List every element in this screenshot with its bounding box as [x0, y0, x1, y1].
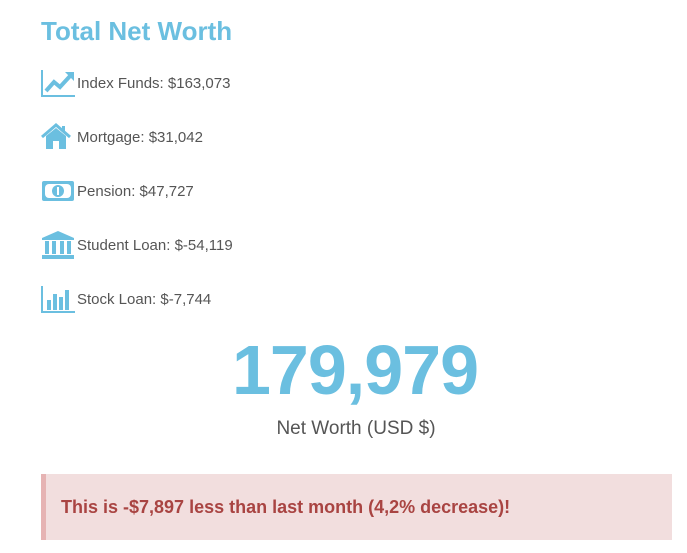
- item: Stock Loan: $-7,744: [41, 284, 211, 314]
- item: Mortgage: $31,042: [41, 122, 203, 152]
- title: Total Net Worth: [41, 16, 233, 46]
- item-label: Pension: $47,727: [77, 182, 194, 200]
- item: Student Loan: $-54,119: [41, 230, 233, 260]
- net-worth-caption: Net Worth (USD $): [276, 418, 436, 439]
- icon-money: [42, 181, 74, 201]
- icon-bars: [41, 286, 75, 313]
- net-worth-value: 179,979: [231, 331, 479, 409]
- alert-text: This is -$7,897 less than last month (4,…: [61, 496, 511, 517]
- icon-house: [41, 123, 71, 149]
- item: Pension: $47,727: [41, 176, 194, 206]
- item-label: Student Loan: $-54,119: [77, 236, 233, 254]
- icon-bank: [42, 231, 74, 259]
- item-label: Mortgage: $31,042: [77, 128, 203, 146]
- item-label: Index Funds: $163,073: [77, 74, 231, 92]
- item-label: Stock Loan: $-7,744: [77, 290, 212, 308]
- icon-chart: [41, 70, 75, 97]
- alert: This is -$7,897 less than last month (4,…: [41, 474, 672, 540]
- item: Index Funds: $163,073: [41, 68, 230, 98]
